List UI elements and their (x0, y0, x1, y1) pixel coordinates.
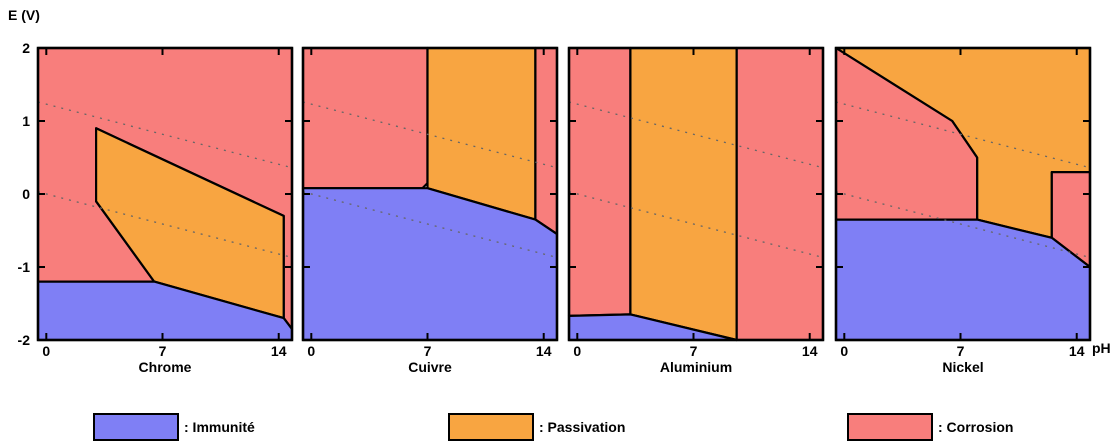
region-passivation-aluminium-1 (629, 46, 738, 342)
legend-label-passivation: : Passivation (539, 419, 625, 435)
panel-nickel: 0 7 14 Nickel (834, 46, 1092, 375)
x-tick-label: 14 (536, 343, 552, 359)
x-tick-label: 14 (271, 343, 287, 359)
panel-title-nickel: Nickel (942, 359, 983, 375)
panel-cuivre: 0 7 14 Cuivre (301, 46, 559, 375)
x-tick-label: 0 (840, 343, 848, 359)
y-tick-label: 1 (22, 113, 30, 129)
legend-item-passivation: : Passivation (448, 413, 625, 441)
y-tick-label: -2 (18, 332, 31, 348)
panel-title-cuivre: Cuivre (408, 359, 452, 375)
panel-chrome: 0 7 14 Chrome (36, 46, 294, 375)
x-tick-label: 14 (802, 343, 818, 359)
panel-aluminium: 0 7 14 Aluminium (567, 46, 825, 375)
legend-item-immunite: : Immunité (93, 413, 255, 441)
region-corrosion-aluminium-0 (567, 46, 632, 317)
legend: : Immunité : Passivation : Corrosion (93, 413, 1013, 441)
legend-swatch-passivation (448, 413, 534, 441)
panel-title-chrome: Chrome (139, 359, 192, 375)
x-tick-label: 0 (307, 343, 315, 359)
x-tick-label: 0 (42, 343, 50, 359)
legend-label-corrosion: : Corrosion (938, 419, 1013, 435)
legend-item-corrosion: : Corrosion (847, 413, 1013, 441)
y-tick-label: 0 (22, 186, 30, 202)
y-ticks-layer: 2 1 0 -1 -2 (18, 40, 31, 348)
legend-swatch-immunite (93, 413, 179, 441)
legend-label-immunite: : Immunité (184, 419, 255, 435)
x-tick-label: 7 (690, 343, 698, 359)
y-axis-label: E (V) (8, 7, 40, 23)
ph-unit-label: pH (1092, 340, 1111, 356)
legend-swatch-corrosion (847, 413, 933, 441)
x-tick-label: 14 (1069, 343, 1085, 359)
x-tick-label: 0 (573, 343, 581, 359)
x-tick-label: 7 (957, 343, 965, 359)
y-tick-label: 2 (22, 40, 30, 56)
x-tick-label: 7 (159, 343, 167, 359)
panels-layer: 0 7 14 Chrome 0 7 14 Cuivre 0 7 14 Aluminium 0 7 14 Nic… (36, 46, 1092, 375)
region-corrosion-aluminium-2 (735, 46, 825, 342)
region-corrosion-cuivre-2 (534, 46, 559, 236)
panel-title-aluminium: Aluminium (660, 359, 732, 375)
y-tick-label: -1 (18, 259, 31, 275)
x-tick-label: 7 (424, 343, 432, 359)
region-immunite-nickel-3 (834, 218, 1092, 342)
